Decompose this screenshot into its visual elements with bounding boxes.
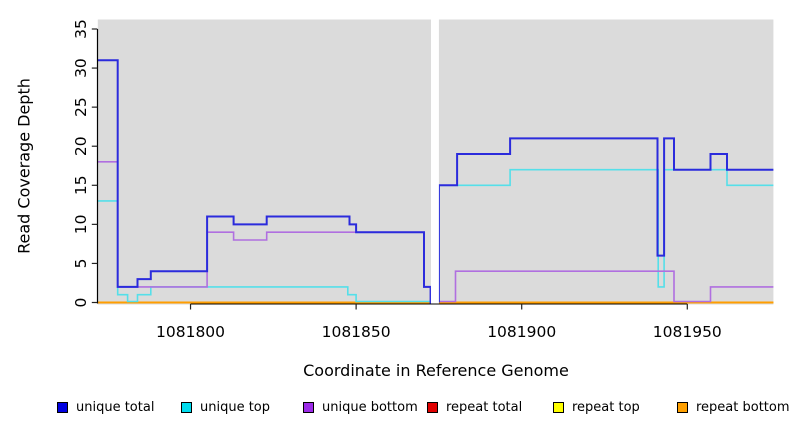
legend-label: repeat top [572,400,640,415]
y-axis-tick-label: 5 [72,258,90,268]
legend-item-repeat-total: repeat total [427,400,522,415]
x-axis-tick-label: 1081850 [322,323,391,341]
x-axis-tick-label: 1081950 [653,323,722,341]
legend-swatch-unique-top [181,402,192,413]
legend-item-unique-total: unique total [57,400,154,415]
legend-swatch-repeat-total [427,402,438,413]
series-line-unique-top [97,168,774,303]
legend-label: unique total [76,400,155,415]
x-axis-title: Coordinate in Reference Genome [303,361,569,380]
y-axis-tick-label: 30 [72,58,90,78]
legend-swatch-repeat-bottom [677,402,688,413]
coverage-chart: 1081800 1081850 1081900 1081950 0 5 10 15 20 25 30… [72,19,774,341]
y-axis-tick-label: 0 [72,298,90,308]
legend-swatch-unique-bottom [303,402,314,413]
legend-label: repeat bottom [696,400,790,415]
legend-swatch-unique-total [57,402,68,413]
y-axis-title: Read Coverage Depth [14,78,34,254]
series-line-unique-total [97,59,774,304]
legend-item-repeat-top: repeat top [553,400,640,415]
legend-swatch-repeat-top [553,402,564,413]
y-axis-tick-label: 20 [72,136,90,156]
legend-label: repeat total [446,400,523,415]
legend-label: unique bottom [322,400,418,415]
y-axis-tick-label: 15 [72,175,90,195]
legend-item-unique-bottom: unique bottom [303,400,418,415]
x-axis-tick-label: 1081800 [156,323,225,341]
legend-item-repeat-bottom: repeat bottom [677,400,790,415]
no-data-gap [430,19,439,305]
legend-item-unique-top: unique top [181,400,270,415]
x-axis-tick-label: 1081900 [487,323,556,341]
y-axis-tick-label: 25 [72,97,90,117]
legend-label: unique top [200,400,271,415]
y-axis-tick-label: 10 [72,214,90,234]
y-axis-tick-label: 35 [72,19,90,39]
